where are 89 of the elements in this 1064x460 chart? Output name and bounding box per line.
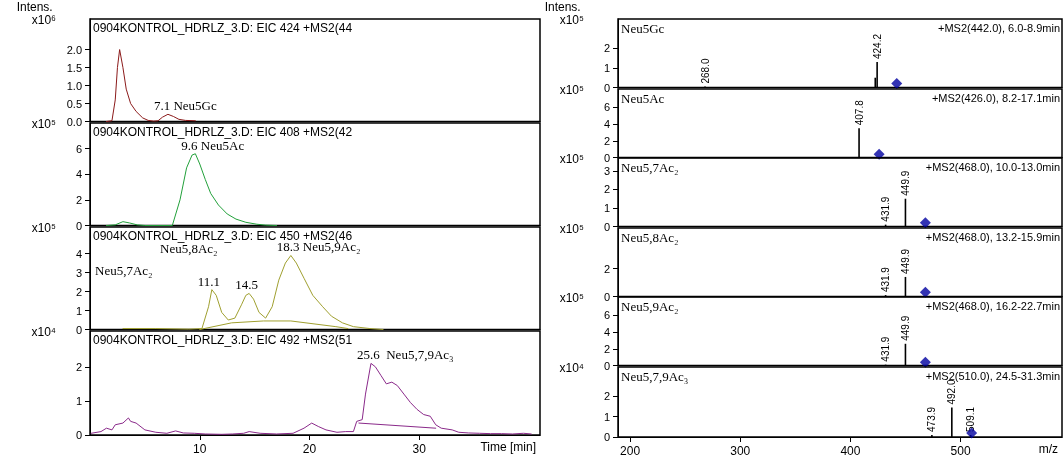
annotation: 509.1 (965, 406, 977, 432)
y-tick-label: 0 (75, 323, 82, 336)
chart-subtitle: +MS2(468.0), 10.0-13.0min (925, 160, 1061, 173)
x-tick-label: 30 (412, 442, 427, 456)
annotation: 9.6 Neu5Ac (181, 137, 245, 153)
annotation: 431.9 (880, 266, 892, 292)
chart-subtitle: +MS2(468.0), 16.2-22.7min (925, 299, 1061, 312)
annotation: 473.9 (926, 406, 938, 432)
annotation: 25.6 Neu5,7,9Ac₃ (356, 347, 454, 363)
y-tick-label: 3 (75, 266, 82, 279)
annotation: 431.9 (880, 336, 892, 362)
y-tick-label: 2 (603, 389, 610, 402)
y-tick-label: 2 (603, 134, 610, 147)
chart-title: Neu5,7,9Ac₃ (621, 368, 689, 384)
chart-subtitle: +MS2(442.0), 6.0-8.9min (938, 21, 1061, 34)
y-tick-label: 1 (75, 394, 82, 407)
y-tick-label: 0 (75, 219, 82, 232)
y-tick-label: 0 (75, 429, 82, 441)
chart-title: 0904KONTROL_HDRLZ_3.D: EIC 424 +MS2(44 (93, 21, 353, 35)
y-tick-label: 4 (75, 247, 82, 260)
y-tick-label: 4 (603, 326, 610, 339)
annotation: 449.9 (899, 247, 911, 274)
y-axis-title: Intens. x10⁶ (16, 0, 57, 27)
y-axis-title: Intens. x10⁵ (544, 0, 585, 27)
y-tick-label: 1 (603, 61, 610, 74)
y-axis-title: x10⁴ (559, 360, 584, 374)
chart-title: 0904KONTROL_HDRLZ_3.D: EIC 450 +MS2(46 (93, 229, 353, 243)
chart-title: 0904KONTROL_HDRLZ_3.D: EIC 408 +MS2(42 (93, 125, 353, 139)
x-tick-label: 500 (950, 443, 971, 458)
y-tick-label: 6 (75, 142, 82, 155)
x-axis-title: Time [min] (480, 440, 536, 454)
chart-title: Neu5Ac (621, 90, 665, 106)
x-tick-label: 300 (730, 443, 751, 458)
annotation: 11.1 (197, 273, 221, 289)
y-tick-label: 2 (603, 183, 610, 196)
annotation: 7.1 Neu5Gc (153, 98, 217, 114)
chart-title: Neu5Gc (621, 21, 665, 36)
chart-title: Neu5,7Ac₂ (621, 160, 679, 175)
y-tick-label: 3 (603, 164, 610, 177)
y-axis-title: x10⁴ (31, 324, 56, 339)
y-tick-label: 6 (603, 309, 610, 322)
y-axis-title: x10⁵ (31, 116, 57, 131)
y-tick-label: 2 (75, 360, 82, 373)
y-tick-label: 6 (603, 100, 610, 113)
y-tick-label: 1 (603, 410, 610, 423)
y-tick-label: 2 (75, 193, 82, 206)
y-axis-title: x10⁵ (559, 82, 585, 96)
x-tick-label: 20 (302, 442, 317, 456)
y-tick-label: 0 (603, 220, 610, 233)
annotation: 449.9 (899, 315, 911, 341)
y-tick-label: 1 (603, 201, 610, 214)
y-tick-label: 2 (603, 42, 610, 55)
y-tick-label: 0.5 (66, 97, 82, 110)
y-tick-label: 1.0 (66, 79, 82, 92)
y-tick-label: 2.0 (66, 43, 82, 56)
chart-title: Neu5,9Ac₂ (621, 299, 679, 314)
x-tick-label: 400 (840, 443, 861, 458)
y-tick-label: 1.5 (66, 61, 82, 74)
annotation: 431.9 (880, 196, 892, 222)
y-tick-label: 0 (603, 151, 610, 163)
y-tick-label: 2 (603, 342, 610, 355)
annotation: 407.8 (853, 99, 865, 125)
y-axis-title: x10⁵ (31, 220, 57, 235)
x-tick-label: 200 (620, 443, 641, 458)
y-tick-label: 4 (75, 168, 82, 181)
chart-title: 0904KONTROL_HDRLZ_3.D: EIC 492 +MS2(51 (93, 333, 353, 347)
y-tick-label: 0.0 (66, 115, 82, 128)
chart-subtitle: +MS2(468.0), 13.2-15.9min (925, 230, 1061, 242)
y-tick-label: 4 (603, 117, 610, 130)
x-tick-label: 10 (193, 442, 207, 456)
x-axis-title: m/z (1038, 441, 1058, 456)
annotation: 268.0 (699, 58, 711, 84)
chart-title: Neu5,8Ac₂ (621, 229, 679, 245)
y-axis-title: x10⁵ (559, 290, 585, 305)
y-axis-title: x10⁵ (559, 221, 585, 235)
y-tick-label: 2 (75, 285, 82, 298)
annotation: Neu5,8Ac₂ (160, 241, 218, 256)
y-tick-label: 0 (603, 290, 610, 302)
y-tick-label: 0 (603, 81, 610, 94)
y-tick-label: 2 (603, 262, 610, 275)
y-tick-label: 1 (75, 304, 82, 317)
y-tick-label: 0 (603, 359, 610, 372)
annotation: 424.2 (871, 33, 883, 60)
chart-subtitle: +MS2(426.0), 8.2-17.1min (931, 91, 1061, 103)
y-tick-label: 0 (603, 430, 610, 443)
annotation: 14.5 (235, 277, 258, 293)
y-axis-title: x10⁵ (559, 151, 585, 166)
annotation: 449.9 (899, 170, 911, 196)
annotation: Neu5,7Ac₂ (95, 263, 153, 278)
